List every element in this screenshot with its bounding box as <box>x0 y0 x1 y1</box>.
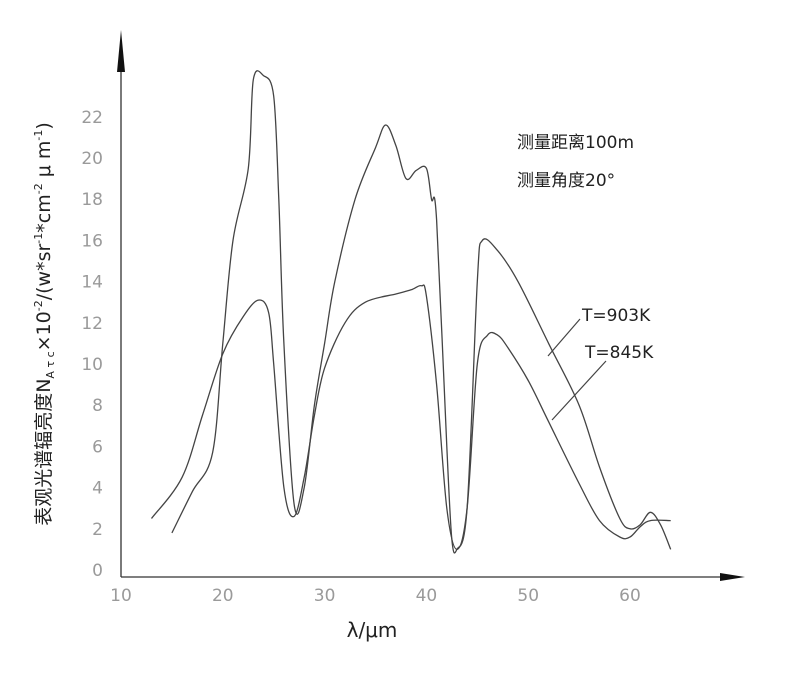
y-tick-label: 14 <box>81 273 103 293</box>
series-line-t845k <box>150 284 671 551</box>
legend-leader-line <box>551 360 607 421</box>
x-axis-label: λ/μm <box>347 618 398 642</box>
x-tick-labels: 10 20 30 40 50 60 <box>110 586 641 606</box>
x-tick-label: 20 <box>212 586 234 606</box>
y-tick-label: 0 <box>92 561 103 581</box>
y-tick-label: 12 <box>81 314 103 334</box>
x-tick-label: 50 <box>517 586 539 606</box>
annotation-distance: 测量距离100m <box>517 133 634 153</box>
x-tick-label: 30 <box>314 586 336 606</box>
legend-label: T=845K <box>584 343 654 363</box>
series-curves <box>150 70 672 554</box>
y-axis-arrow <box>117 30 125 72</box>
y-tick-label: 6 <box>92 437 103 457</box>
y-tick-label: 2 <box>92 520 103 540</box>
y-tick-labels: 0 2 4 6 8 10 12 14 16 18 20 22 <box>81 108 103 581</box>
annotation-angle: 测量角度20° <box>517 171 615 191</box>
y-tick-label: 4 <box>92 479 103 499</box>
legend-leader-line <box>547 318 581 357</box>
y-tick-label: 16 <box>81 231 103 251</box>
series-line-t903k <box>171 70 672 554</box>
y-axis-label: 表观光谱辐亮度NA τ c×10-2/(w*sr-1*cm-2 μ m-1) <box>32 122 57 526</box>
legend-leaders: T=903K T=845K <box>547 306 654 421</box>
x-tick-label: 60 <box>619 586 641 606</box>
x-tick-label: 10 <box>110 586 132 606</box>
y-tick-label: 20 <box>81 149 103 169</box>
legend-label: T=903K <box>581 306 651 326</box>
y-tick-label: 22 <box>81 108 103 128</box>
x-tick-label: 40 <box>416 586 438 606</box>
x-axis-arrow <box>720 573 745 581</box>
y-tick-label: 18 <box>81 190 103 210</box>
axes <box>117 30 745 581</box>
y-tick-label: 8 <box>92 396 103 416</box>
y-tick-label: 10 <box>81 355 103 375</box>
